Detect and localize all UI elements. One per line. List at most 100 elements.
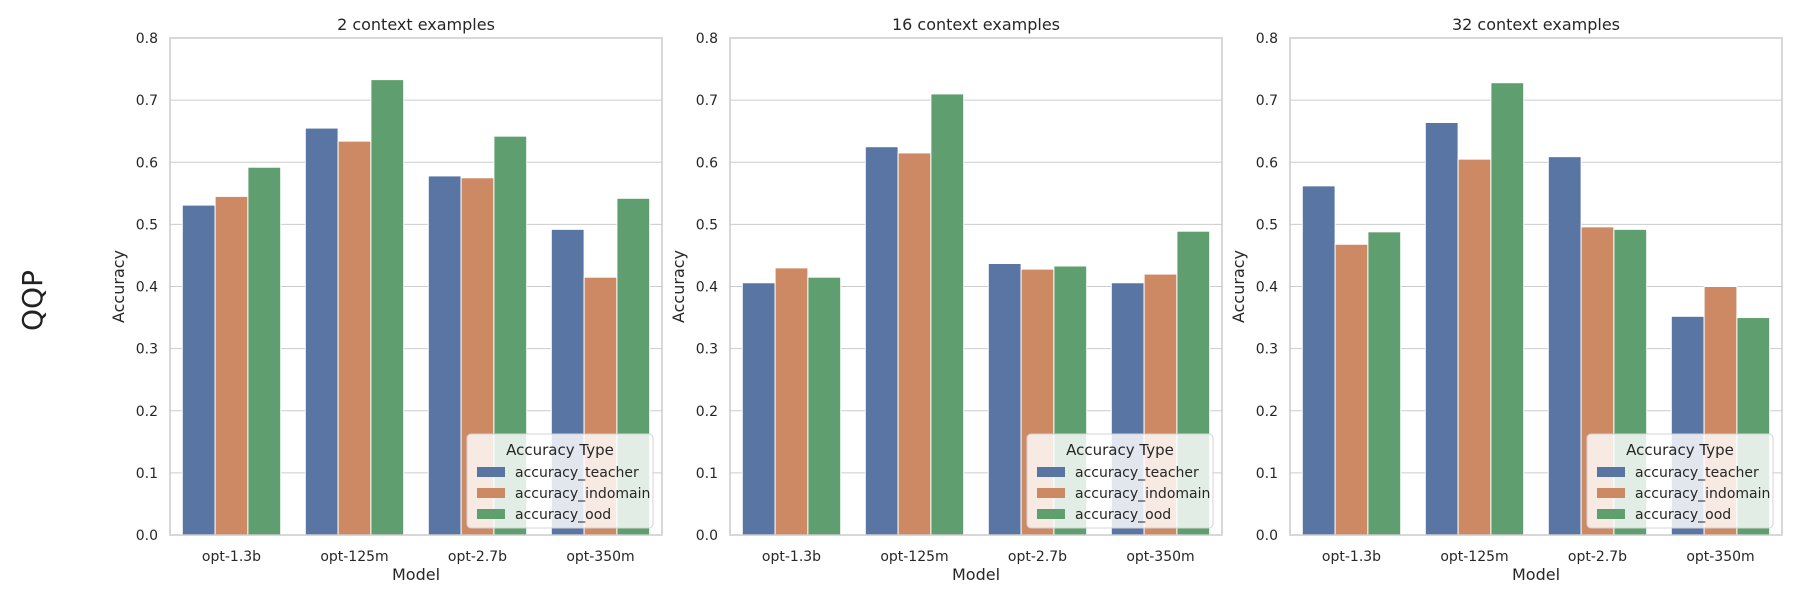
legend-title: Accuracy Type [1066, 441, 1174, 459]
y-tick-label: 0.3 [1256, 342, 1278, 358]
legend-title: Accuracy Type [506, 441, 614, 459]
legend-swatch-accuracy_ood [477, 509, 505, 519]
bar-accuracy_teacher-opt-2.7b [987, 263, 1022, 536]
y-tick-label: 0.1 [136, 466, 158, 482]
legend-title: Accuracy Type [1626, 441, 1734, 459]
y-tick-label: 0.3 [696, 342, 718, 358]
y-tick-label: 0.6 [1256, 155, 1278, 171]
chart-title: 32 context examples [1452, 15, 1620, 34]
y-tick-label: 0.0 [136, 528, 158, 544]
legend-swatch-accuracy_teacher [1037, 467, 1065, 477]
y-tick-label: 0.6 [696, 155, 718, 171]
legend-swatch-accuracy_indomain [1037, 488, 1065, 498]
legend-entry-label: accuracy_ood [1075, 507, 1171, 523]
bar-accuracy_teacher-opt-125m [1424, 121, 1459, 536]
bar-accuracy_teacher-opt-2.7b [1547, 156, 1582, 536]
x-tick-label: opt-350m [566, 549, 634, 565]
x-tick-label: opt-350m [1126, 549, 1194, 565]
legend-box [1586, 433, 1774, 529]
bar-accuracy_teacher-opt-125m [304, 127, 339, 536]
y-tick-label: 0.0 [1256, 528, 1278, 544]
x-tick-label: opt-1.3b [762, 549, 821, 565]
bar-accuracy_ood-opt-125m [1490, 82, 1525, 536]
legend-entry-label: accuracy_indomain [1075, 486, 1210, 502]
legend-entry-label: accuracy_teacher [515, 465, 639, 481]
y-tick-label: 0.0 [696, 528, 718, 544]
legend-swatch-accuracy_ood [1597, 509, 1625, 519]
legend-swatch-accuracy_indomain [1597, 488, 1625, 498]
legend-entry-label: accuracy_teacher [1635, 465, 1759, 481]
bar-accuracy_ood-opt-125m [370, 79, 405, 536]
y-axis-label: Accuracy [109, 250, 128, 323]
x-tick-label: opt-2.7b [448, 549, 507, 565]
bar-accuracy_teacher-opt-2.7b [427, 175, 462, 536]
bar-accuracy_ood-opt-1.3b [807, 276, 842, 536]
bar-accuracy_teacher-opt-1.3b [181, 204, 216, 536]
bar-accuracy_indomain-opt-125m [1457, 158, 1492, 536]
bar-accuracy_ood-opt-1.3b [1367, 231, 1402, 536]
y-tick-label: 0.6 [136, 155, 158, 171]
legend-entry-label: accuracy_ood [1635, 507, 1731, 523]
legend: Accuracy Type accuracy_teacher accuracy_in… [466, 433, 654, 529]
y-tick-label: 0.5 [136, 217, 158, 233]
x-tick-label: opt-350m [1686, 549, 1754, 565]
bar-accuracy_teacher-opt-1.3b [1301, 185, 1336, 536]
y-tick-label: 0.7 [1256, 93, 1278, 109]
legend-entry-label: accuracy_ood [515, 507, 611, 523]
bar-accuracy_teacher-opt-125m [864, 146, 899, 536]
chart-panel-2: 0.0 0.1 0.2 0.3 0.4 0.5 0.6 0.7 0.8 opt-1.3b opt-1… [669, 15, 1223, 584]
legend-swatch-accuracy_teacher [1597, 467, 1625, 477]
x-tick-label: opt-1.3b [1322, 549, 1381, 565]
legend: Accuracy Type accuracy_teacher accuracy_in… [1026, 433, 1214, 529]
legend-swatch-accuracy_indomain [477, 488, 505, 498]
bar-accuracy_indomain-opt-1.3b [774, 267, 809, 536]
bar-accuracy_teacher-opt-1.3b [741, 282, 776, 536]
y-tick-label: 0.1 [696, 466, 718, 482]
plot-frame [169, 37, 663, 536]
x-tick-label: opt-2.7b [1008, 549, 1067, 565]
legend-box [1026, 433, 1214, 529]
x-tick-label: opt-125m [320, 549, 388, 565]
legend-swatch-accuracy_teacher [477, 467, 505, 477]
y-tick-label: 0.5 [696, 217, 718, 233]
chart-title: 16 context examples [892, 15, 1060, 34]
y-axis-label: Accuracy [1229, 250, 1248, 323]
legend: Accuracy Type accuracy_teacher accuracy_in… [1586, 433, 1774, 529]
x-tick-label: opt-1.3b [202, 549, 261, 565]
x-axis-label: Model [1512, 565, 1560, 584]
bar-accuracy_indomain-opt-1.3b [214, 195, 249, 536]
y-tick-label: 0.1 [1256, 466, 1278, 482]
bar-accuracy_ood-opt-125m [930, 93, 965, 536]
x-tick-label: opt-125m [1440, 549, 1508, 565]
bar-accuracy_indomain-opt-125m [897, 152, 932, 536]
y-tick-label: 0.4 [136, 280, 158, 296]
x-tick-label: opt-2.7b [1568, 549, 1627, 565]
chart-title: 2 context examples [337, 15, 495, 34]
y-tick-label: 0.5 [1256, 217, 1278, 233]
y-tick-label: 0.2 [696, 404, 718, 420]
x-axis-label: Model [952, 565, 1000, 584]
y-tick-label: 0.2 [1256, 404, 1278, 420]
y-tick-label: 0.4 [1256, 280, 1278, 296]
bar-accuracy_ood-opt-1.3b [247, 166, 282, 536]
chart-panel-3: 0.0 0.1 0.2 0.3 0.4 0.5 0.6 0.7 0.8 opt-1.3b opt-1… [1229, 15, 1783, 584]
y-tick-label: 0.8 [136, 31, 158, 47]
y-tick-label: 0.8 [696, 31, 718, 47]
plot-frame [1289, 37, 1783, 536]
y-tick-label: 0.8 [1256, 31, 1278, 47]
legend-swatch-accuracy_ood [1037, 509, 1065, 519]
legend-box [466, 433, 654, 529]
legend-entry-label: accuracy_indomain [515, 486, 650, 502]
plot-frame [729, 37, 1223, 536]
y-tick-label: 0.2 [136, 404, 158, 420]
bar-accuracy_indomain-opt-125m [337, 140, 372, 536]
x-axis-label: Model [392, 565, 440, 584]
x-tick-label: opt-125m [880, 549, 948, 565]
legend-entry-label: accuracy_indomain [1635, 486, 1770, 502]
y-tick-label: 0.7 [696, 93, 718, 109]
legend-entry-label: accuracy_teacher [1075, 465, 1199, 481]
y-tick-label: 0.7 [136, 93, 158, 109]
y-tick-label: 0.4 [696, 280, 718, 296]
bar-accuracy_indomain-opt-1.3b [1334, 243, 1369, 536]
